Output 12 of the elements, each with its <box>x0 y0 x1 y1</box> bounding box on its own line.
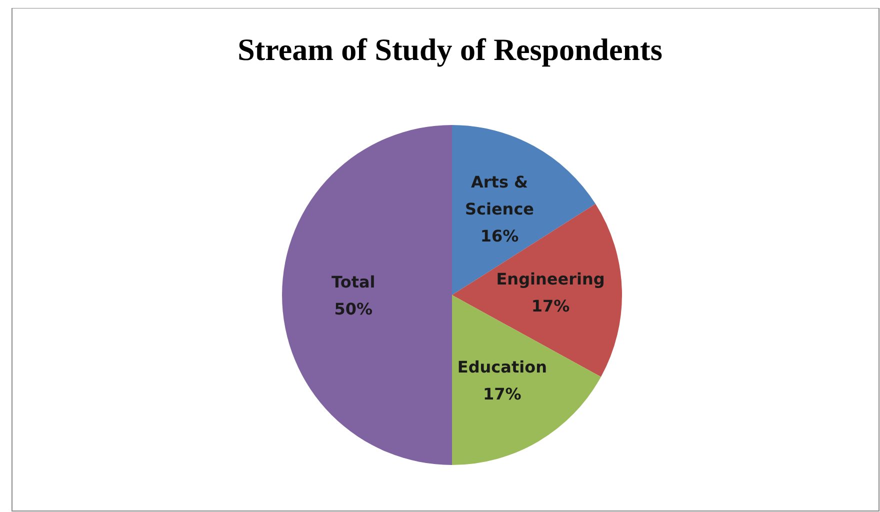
slice-label: Education <box>457 356 547 376</box>
data-label: 17% <box>483 384 522 403</box>
pie-slice <box>452 295 601 465</box>
slice-label: Arts & Science <box>464 172 534 218</box>
slice-label: Engineering <box>496 268 605 288</box>
data-label: 16% <box>480 226 519 246</box>
slice-label: Total <box>332 272 376 291</box>
data-label: 17% <box>531 296 570 315</box>
pie-slice <box>282 125 452 465</box>
pie-slice <box>452 204 622 377</box>
data-label: 50% <box>334 299 373 318</box>
chart-title: Stream of Study of Respondents <box>238 32 662 67</box>
